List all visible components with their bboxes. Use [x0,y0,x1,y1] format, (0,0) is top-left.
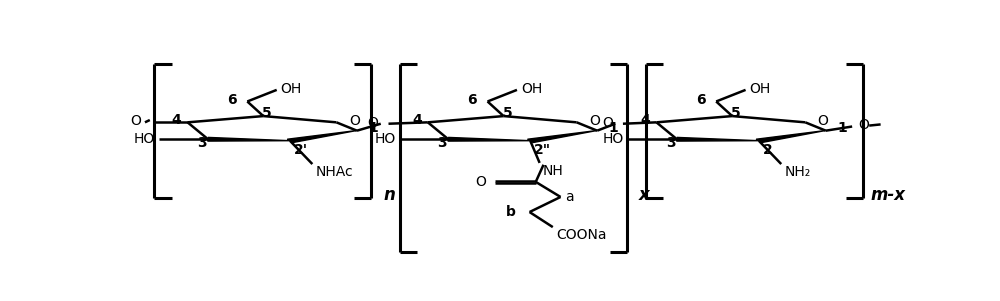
Text: 4: 4 [641,113,650,126]
Polygon shape [756,131,826,143]
Text: m-x: m-x [871,186,906,204]
Text: 6: 6 [227,93,237,107]
Text: 2': 2' [294,143,308,157]
Text: HO: HO [374,132,395,146]
Polygon shape [287,131,357,143]
Text: 2: 2 [763,143,773,157]
Text: 4: 4 [412,113,422,126]
Text: OH: OH [749,82,771,96]
Text: NHAc: NHAc [315,165,353,179]
Text: O: O [589,114,600,128]
Text: HO: HO [603,132,624,146]
Text: HO: HO [134,132,155,146]
Text: O: O [349,114,360,128]
Text: NH₂: NH₂ [784,165,811,179]
Polygon shape [208,138,290,141]
Text: 1: 1 [369,121,378,135]
Text: b: b [506,205,516,219]
Text: 5: 5 [731,106,741,120]
Text: 3: 3 [437,136,447,150]
Polygon shape [677,138,759,141]
Text: OH: OH [281,82,302,96]
Polygon shape [528,131,597,143]
Text: O: O [368,116,378,129]
Text: n: n [383,186,395,204]
Text: 1: 1 [609,121,619,135]
Text: 6: 6 [696,93,705,107]
Text: a: a [565,190,574,203]
Text: 4: 4 [172,113,182,126]
Text: 5: 5 [503,106,512,120]
Text: O: O [130,114,141,128]
Text: 5: 5 [262,106,272,120]
Text: COONa: COONa [556,228,606,242]
Text: 3: 3 [666,136,676,150]
Text: O: O [818,114,829,128]
Text: 2": 2" [534,143,551,157]
Text: O: O [475,175,486,189]
Text: 6: 6 [467,93,477,107]
Text: x: x [639,186,650,204]
Text: 3: 3 [197,136,207,150]
Text: 1: 1 [837,121,847,135]
Text: OH: OH [521,82,542,96]
Polygon shape [448,138,530,141]
Text: O: O [858,118,869,132]
Text: O: O [602,116,613,129]
Text: NH: NH [543,164,563,178]
